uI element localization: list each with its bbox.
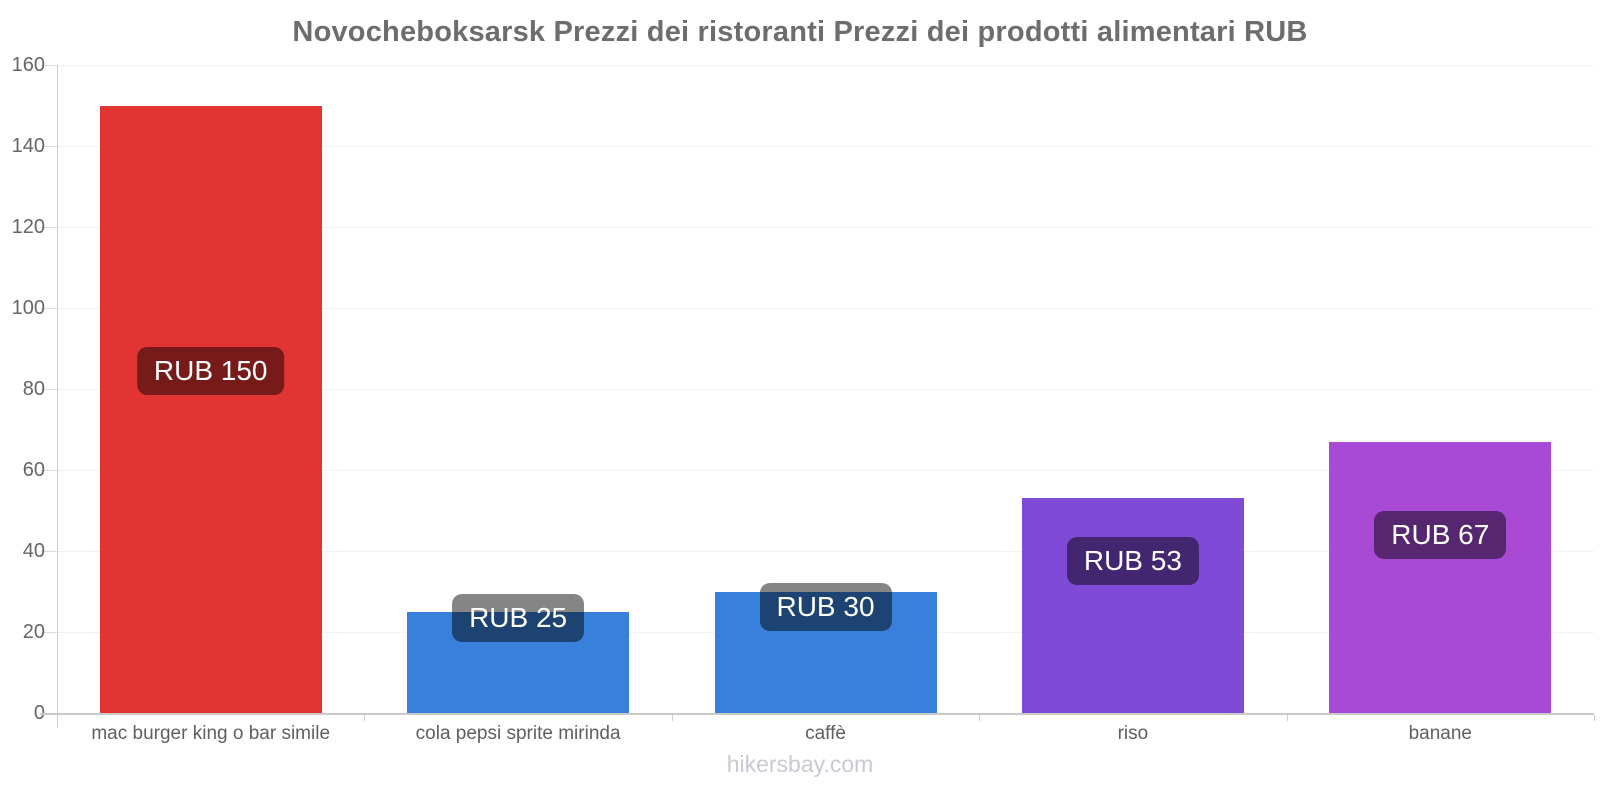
bar-value-label: RUB 25 [452, 593, 585, 642]
y-gridline [58, 308, 1594, 309]
x-axis-label: cola pepsi sprite mirinda [415, 723, 621, 744]
watermark-hikersbay: hikersbay.com [726, 751, 874, 777]
bar-caff[interactable] [714, 591, 937, 713]
y-gridline [58, 146, 1594, 147]
y-axis-tick-label: 100 [11, 297, 45, 319]
x-axis-label: caffè [805, 723, 846, 744]
bar-riso[interactable] [1021, 498, 1244, 713]
x-axis-label: banane [1408, 723, 1472, 744]
x-axis-tick [1286, 715, 1288, 721]
x-axis-tick [979, 715, 981, 721]
y-axis-line [57, 65, 58, 728]
y-axis-tick-label: 140 [11, 135, 45, 157]
y-gridline [58, 389, 1594, 390]
x-axis-label: mac burger king o bar simile [91, 723, 331, 744]
bar-banane[interactable] [1329, 441, 1552, 713]
x-axis-tick [1594, 715, 1595, 721]
y-axis-tick-label: 60 [22, 459, 45, 481]
y-axis-tick [41, 227, 57, 228]
y-axis-tick [41, 65, 57, 66]
x-axis-tick [57, 715, 58, 721]
y-axis-tick [41, 389, 57, 390]
y-axis-tick [41, 146, 57, 147]
x-axis-label: riso [1117, 723, 1149, 744]
bar-value-label: RUB 150 [136, 346, 285, 395]
y-axis-tick-label: 20 [22, 621, 45, 643]
x-axis-tick [364, 715, 366, 721]
x-axis-line [40, 713, 1594, 715]
chart-title: Novocheboksarsk Prezzi dei ristoranti Pr… [292, 16, 1308, 48]
y-axis-tick-label: 0 [0, 702, 45, 724]
y-gridline [58, 227, 1594, 228]
y-axis-tick-label: 40 [22, 540, 45, 562]
y-axis-tick [41, 632, 57, 633]
y-axis-tick [41, 551, 57, 552]
bar-value-label: RUB 67 [1374, 510, 1507, 559]
bar-value-label: RUB 30 [759, 582, 892, 631]
y-gridline [58, 551, 1594, 552]
x-axis-tick [671, 715, 673, 721]
bar-mac-burger-king-o-bar-simile[interactable] [99, 105, 322, 713]
y-axis-tick [41, 308, 57, 309]
y-axis-tick-label: 120 [11, 216, 45, 238]
y-gridline [58, 470, 1594, 471]
y-axis-tick [41, 470, 57, 471]
y-axis-tick-label: 80 [22, 378, 45, 400]
bar-value-label: RUB 53 [1066, 537, 1199, 586]
bar-cola-pepsi-sprite-mirinda[interactable] [407, 611, 630, 713]
y-gridline [58, 65, 1594, 66]
y-axis-tick-label: 160 [11, 54, 45, 76]
